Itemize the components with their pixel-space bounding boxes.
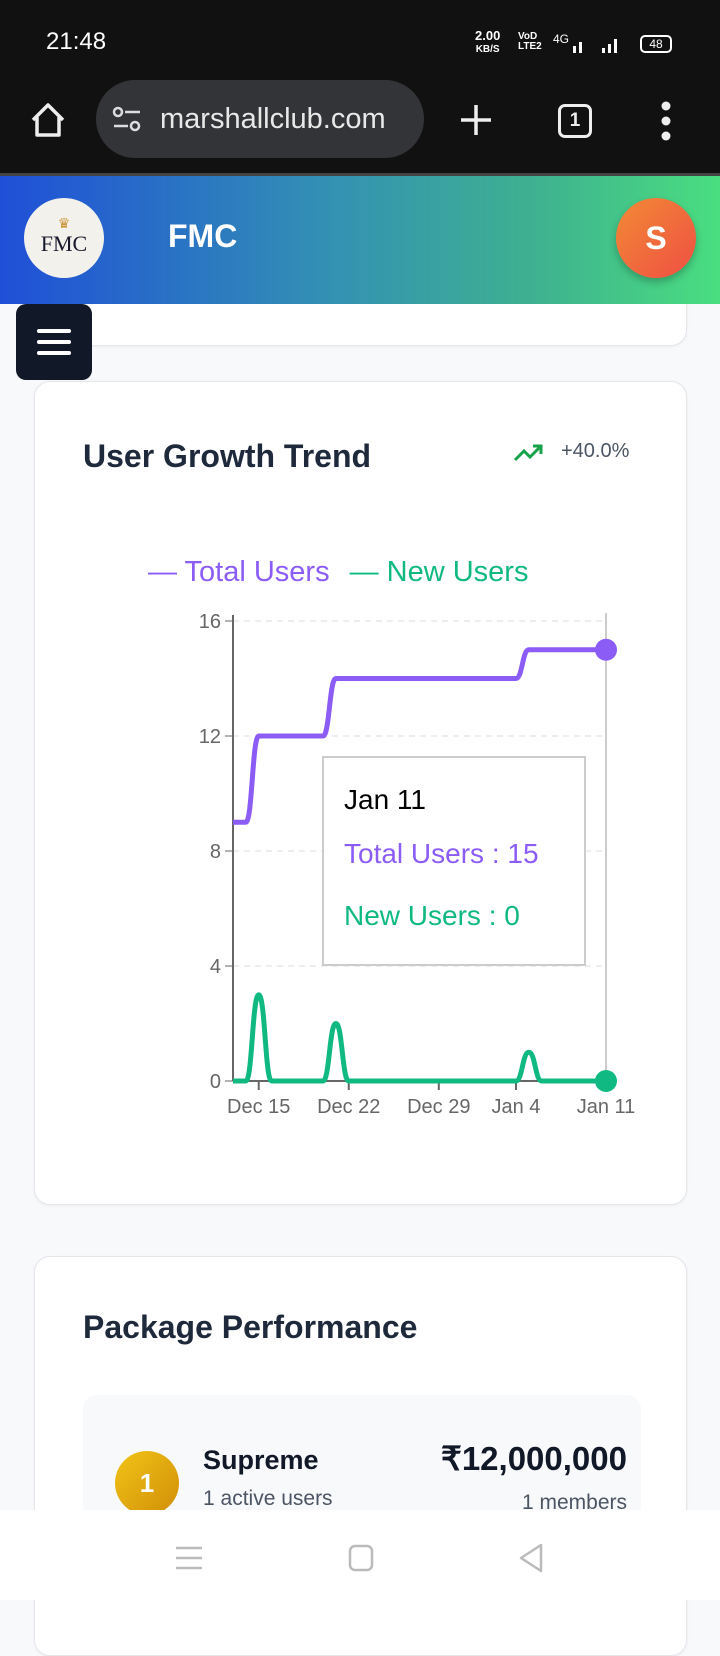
y-tick-label: 0 xyxy=(210,1071,221,1093)
trending-up-icon xyxy=(513,444,543,462)
menu-button[interactable] xyxy=(16,304,92,380)
chart-legend: — Total Users — New Users xyxy=(148,556,528,589)
x-tick-label: Jan 4 xyxy=(491,1096,540,1118)
card-title: Package Performance xyxy=(83,1309,418,1345)
tooltip-total: Total Users : 15 xyxy=(344,838,539,869)
active-users: 1 active users xyxy=(203,1487,333,1510)
more-options-icon[interactable] xyxy=(660,100,672,142)
crown-icon: ♛ xyxy=(57,217,71,232)
home-nav-icon[interactable] xyxy=(348,1544,374,1572)
home-icon[interactable] xyxy=(28,100,68,140)
new-tab-icon[interactable] xyxy=(458,102,494,138)
x-tick-label: Dec 22 xyxy=(317,1096,380,1118)
y-tick-label: 4 xyxy=(210,956,221,978)
browser-toolbar: marshallclub.com 1 xyxy=(0,72,720,176)
growth-percent: +40.0% xyxy=(561,440,630,462)
address-bar[interactable]: marshallclub.com xyxy=(96,80,424,158)
net-speed-unit: KB/S xyxy=(475,44,500,55)
tooltip-date: Jan 11 xyxy=(344,784,426,815)
series-line-total-users xyxy=(232,647,606,825)
user-avatar[interactable]: S xyxy=(616,198,696,278)
y-tick-label: 16 xyxy=(199,611,221,633)
volte-icon: VoD LTE2 xyxy=(518,31,542,52)
clock: 21:48 xyxy=(46,28,107,55)
system-nav-bar xyxy=(0,1510,720,1600)
app-header: ♛ FMC FMC S xyxy=(0,176,720,304)
x-tick-label: Jan 11 xyxy=(577,1096,636,1118)
y-tick-label: 8 xyxy=(210,841,221,863)
active-point xyxy=(595,1070,617,1092)
app-title: FMC xyxy=(168,218,238,254)
user-growth-chart: 0 4 8 12 16 Dec 15 Dec 22 Dec 29 Jan 4 Jan 11 xyxy=(199,611,636,1118)
active-point xyxy=(595,638,617,661)
package-amount: ₹12,000,000 xyxy=(440,1440,627,1477)
site-settings-icon[interactable] xyxy=(112,106,144,134)
logo-text: FMC xyxy=(40,231,88,256)
y-tick-label: 12 xyxy=(199,726,221,748)
legend-new-label: New Users xyxy=(386,556,529,588)
card-title: User Growth Trend xyxy=(83,438,372,474)
rank-badge: 1 xyxy=(115,1451,179,1515)
recent-apps-icon[interactable] xyxy=(176,1546,202,1570)
package-name: Supreme xyxy=(203,1445,319,1475)
back-icon[interactable] xyxy=(518,1542,544,1574)
legend-total-label: Total Users xyxy=(184,556,330,588)
battery-icon: 48 xyxy=(640,35,672,53)
series-line-new-users xyxy=(233,992,606,1084)
net-speed: 2.00 KB/S xyxy=(475,28,501,56)
url-text: marshallclub.com xyxy=(160,102,386,135)
tooltip-new: New Users : 0 xyxy=(344,900,520,931)
x-tick-label: Dec 15 xyxy=(227,1096,290,1118)
chart-tooltip: Jan 11 Total Users : 15 New Users : 0 xyxy=(322,756,586,966)
status-bar: 21:48 2.00 KB/S VoD LTE2 4G 48 xyxy=(0,0,720,72)
signal-bars-icon xyxy=(573,39,617,53)
fmc-logo[interactable]: ♛ FMC xyxy=(24,198,104,278)
tab-switcher-button[interactable]: 1 xyxy=(558,104,592,138)
legend-total-users[interactable]: — Total Users xyxy=(148,556,330,588)
package-members: 1 members xyxy=(521,1491,627,1514)
net-speed-value: 2.00 xyxy=(475,28,501,43)
signal-icon: 4G xyxy=(553,32,570,46)
x-tick-label: Dec 29 xyxy=(407,1096,470,1118)
legend-new-users[interactable]: — New Users xyxy=(349,556,529,588)
